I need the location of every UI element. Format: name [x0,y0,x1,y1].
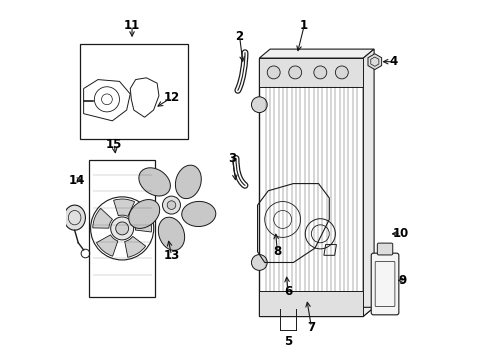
Ellipse shape [129,199,160,228]
Text: 1: 1 [300,19,308,32]
Text: 4: 4 [390,55,398,68]
Text: 9: 9 [399,274,407,287]
Polygon shape [259,58,364,87]
Polygon shape [259,307,374,316]
Text: 2: 2 [236,30,244,43]
Circle shape [267,66,280,79]
Circle shape [111,217,134,240]
Bar [89,160,155,297]
Text: 12: 12 [163,91,180,104]
Bar [80,44,188,139]
Circle shape [167,201,176,210]
Wedge shape [133,212,151,232]
Polygon shape [364,49,374,316]
Circle shape [251,255,267,270]
Text: 3: 3 [228,152,237,165]
Polygon shape [259,49,374,58]
Text: 15: 15 [106,138,122,150]
Circle shape [251,97,267,113]
Circle shape [335,66,348,79]
Text: 10: 10 [393,227,409,240]
Circle shape [116,222,129,235]
Circle shape [163,196,180,214]
FancyBboxPatch shape [371,253,399,315]
Text: 14: 14 [68,174,85,186]
Ellipse shape [158,217,185,250]
Wedge shape [114,199,135,216]
Text: 6: 6 [284,285,292,298]
Ellipse shape [182,201,216,226]
Polygon shape [259,291,364,316]
FancyBboxPatch shape [377,243,393,255]
Wedge shape [97,235,118,256]
Text: 13: 13 [163,249,180,262]
Wedge shape [93,208,113,228]
Text: 5: 5 [284,335,292,348]
Text: 11: 11 [124,19,140,32]
Ellipse shape [139,168,171,196]
Wedge shape [125,237,146,257]
Text: 7: 7 [307,320,316,333]
Ellipse shape [175,165,201,199]
Circle shape [289,66,302,79]
Polygon shape [368,54,382,69]
Ellipse shape [64,205,85,230]
Circle shape [314,66,327,79]
Text: 8: 8 [273,245,281,258]
